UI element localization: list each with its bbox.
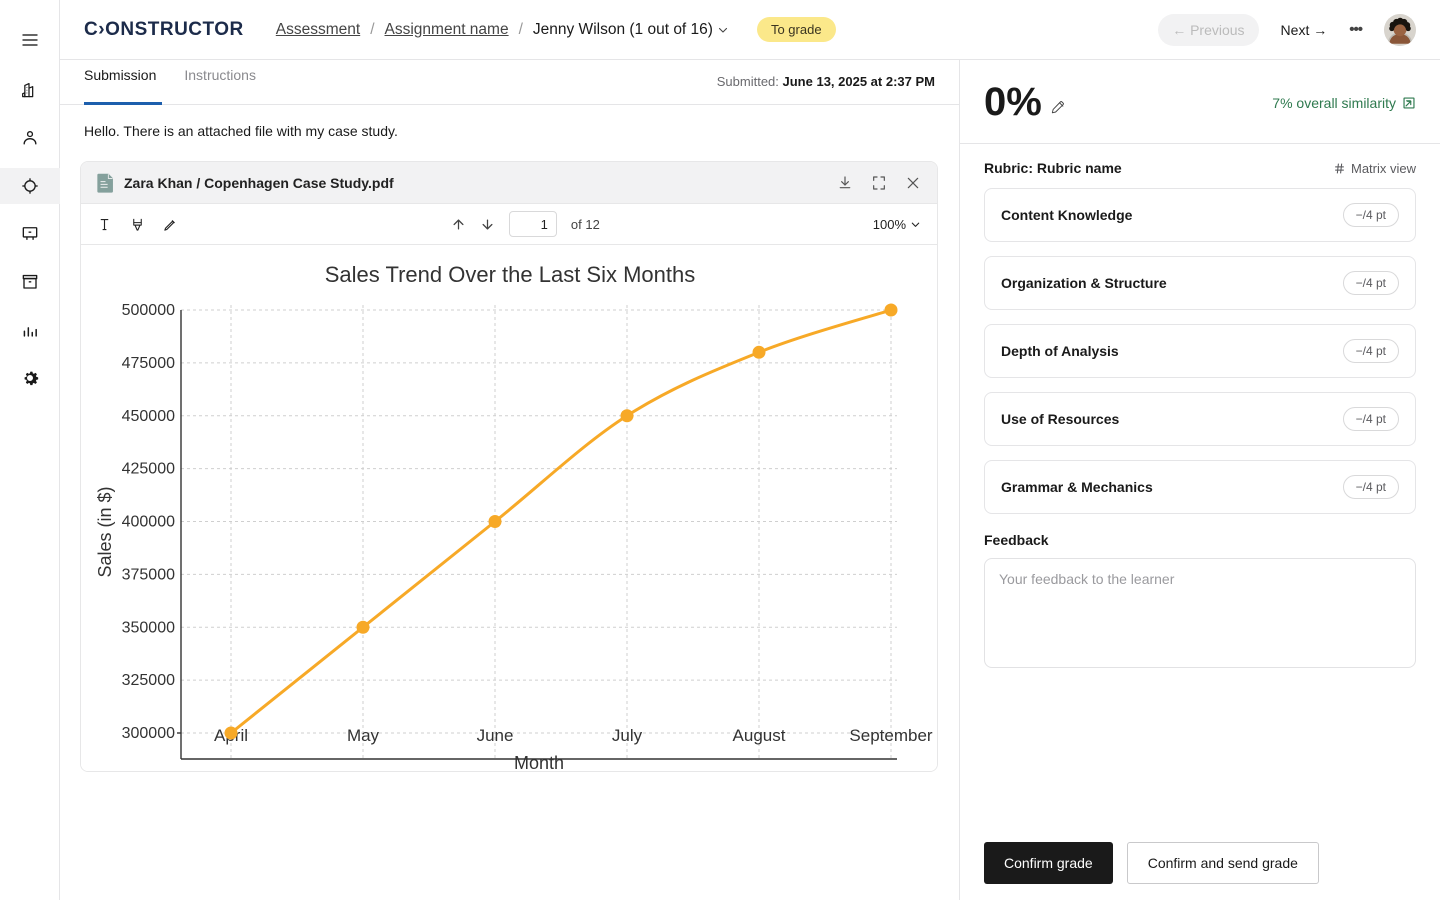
svg-text:400000: 400000 [122,514,175,531]
svg-text:500000: 500000 [122,302,175,319]
svg-text:June: June [477,726,514,745]
svg-text:425000: 425000 [122,461,175,478]
svg-text:325000: 325000 [122,672,175,689]
svg-text:Sales Trend Over the Last Six: Sales Trend Over the Last Six Months [325,262,696,287]
svg-text:Sales (in $): Sales (in $) [95,486,115,577]
svg-text:Month: Month [514,753,564,772]
svg-text:July: July [612,726,643,745]
svg-text:475000: 475000 [122,355,175,372]
svg-text:375000: 375000 [122,566,175,583]
svg-text:300000: 300000 [122,725,175,742]
svg-text:350000: 350000 [122,619,175,636]
svg-text:September: September [849,726,932,745]
svg-text:August: August [733,726,786,745]
svg-text:450000: 450000 [122,408,175,425]
svg-text:May: May [347,726,380,745]
